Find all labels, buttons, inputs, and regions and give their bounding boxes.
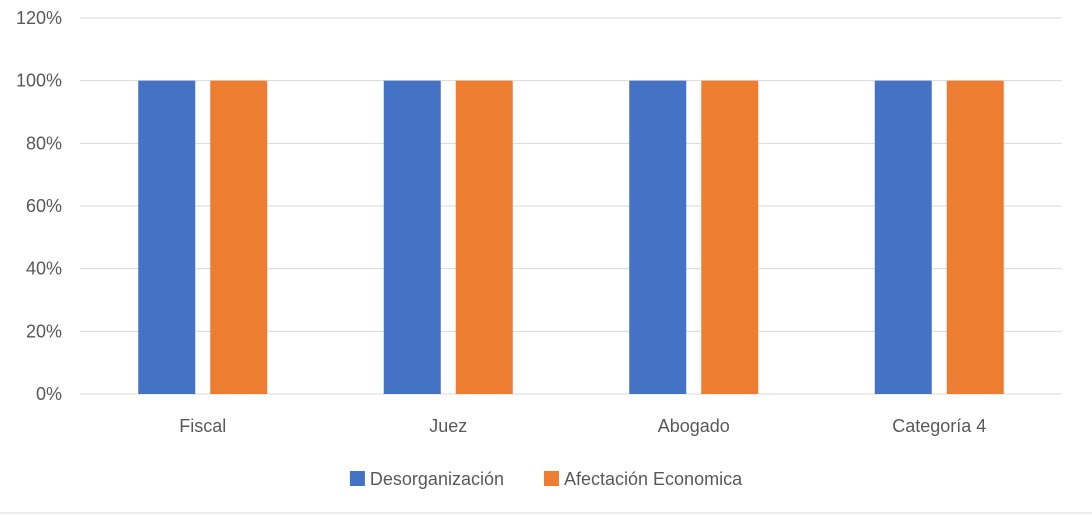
y-tick-label: 120% xyxy=(16,8,62,28)
legend-label: Desorganización xyxy=(370,469,504,489)
y-tick-label: 80% xyxy=(26,133,62,153)
bar-afectaci-n-economica-abogado xyxy=(701,80,759,395)
bar-afectaci-n-economica-categor-a-4 xyxy=(946,80,1004,395)
bar-afectaci-n-economica-juez xyxy=(455,80,513,395)
y-tick-label: 60% xyxy=(26,196,62,216)
x-category-label: Juez xyxy=(429,416,467,436)
bars xyxy=(138,80,1004,395)
y-tick-label: 100% xyxy=(16,71,62,91)
bar-desorganizaci-n-categor-a-4 xyxy=(874,80,932,395)
legend: Desorganización Afectación Economica xyxy=(349,469,743,489)
y-tick-label: 20% xyxy=(26,321,62,341)
y-tick-label: 40% xyxy=(26,259,62,279)
legend-swatch xyxy=(543,471,559,486)
bar-afectaci-n-economica-fiscal xyxy=(210,80,268,395)
x-axis-category-labels: Fiscal Juez Abogado Categoría 4 xyxy=(179,416,986,436)
bar-desorganizaci-n-abogado xyxy=(629,80,687,395)
legend-item: Desorganización xyxy=(349,469,504,489)
x-category-label: Abogado xyxy=(658,416,730,436)
bar-desorganizaci-n-juez xyxy=(383,80,441,395)
x-category-label: Categoría 4 xyxy=(892,416,986,436)
y-tick-label: 0% xyxy=(36,384,62,404)
bar-desorganizaci-n-fiscal xyxy=(138,80,196,395)
legend-item: Afectación Economica xyxy=(543,469,743,489)
y-axis-tick-labels: 0% 20% 40% 60% 80% 100% 120% xyxy=(16,8,62,404)
x-category-label: Fiscal xyxy=(179,416,226,436)
legend-label: Afectación Economica xyxy=(564,469,743,489)
legend-swatch xyxy=(349,471,365,486)
